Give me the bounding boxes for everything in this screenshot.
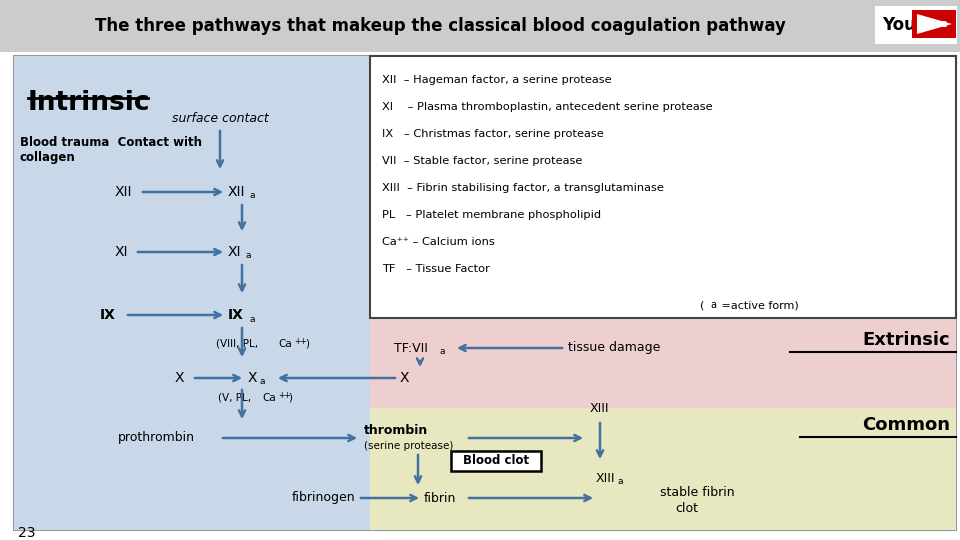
Text: The three pathways that makeup the classical blood coagulation pathway: The three pathways that makeup the class… — [95, 17, 785, 35]
Text: ++: ++ — [294, 336, 307, 346]
Text: XIII: XIII — [590, 402, 610, 415]
Bar — [14, 56, 604, 530]
Text: ): ) — [288, 393, 292, 403]
Text: stable fibrin: stable fibrin — [660, 485, 734, 498]
Text: =active form): =active form) — [718, 300, 799, 310]
Text: (serine protease): (serine protease) — [364, 441, 453, 451]
Text: TF   – Tissue Factor: TF – Tissue Factor — [382, 264, 490, 274]
Text: Ca⁺⁺ – Calcium ions: Ca⁺⁺ – Calcium ions — [382, 237, 494, 247]
Text: PL   – Platelet membrane phospholipid: PL – Platelet membrane phospholipid — [382, 210, 601, 220]
Text: surface contact: surface contact — [172, 111, 269, 125]
Text: thrombin: thrombin — [364, 423, 428, 436]
Polygon shape — [917, 14, 952, 34]
Text: Blood trauma  Contact with: Blood trauma Contact with — [20, 136, 202, 148]
Text: (V, PL,: (V, PL, — [218, 393, 252, 403]
Text: Intrinsic: Intrinsic — [28, 90, 151, 116]
Text: Tube: Tube — [919, 19, 948, 29]
Text: collagen: collagen — [20, 152, 76, 165]
Text: clot: clot — [675, 502, 698, 515]
Text: a: a — [246, 252, 252, 260]
Text: IX   – Christmas factor, serine protease: IX – Christmas factor, serine protease — [382, 129, 604, 139]
Bar — [370, 318, 956, 408]
Text: (VIII, PL,: (VIII, PL, — [216, 339, 258, 349]
Bar — [14, 56, 956, 530]
Text: XIII: XIII — [596, 471, 615, 484]
Text: XI    – Plasma thromboplastin, antecedent serine protease: XI – Plasma thromboplastin, antecedent s… — [382, 102, 712, 112]
Text: XI: XI — [228, 245, 242, 259]
Text: TF:VII: TF:VII — [394, 341, 428, 354]
Text: a: a — [440, 348, 445, 356]
Text: tissue damage: tissue damage — [568, 341, 660, 354]
Text: You: You — [882, 16, 916, 34]
Text: XII: XII — [115, 185, 132, 199]
Text: (: ( — [700, 300, 708, 310]
Text: Extrinsic: Extrinsic — [862, 331, 950, 349]
Bar — [370, 56, 956, 318]
Text: Blood clot: Blood clot — [463, 455, 529, 468]
Text: XII: XII — [228, 185, 246, 199]
Text: XIII  – Fibrin stabilising factor, a transglutaminase: XIII – Fibrin stabilising factor, a tran… — [382, 183, 664, 193]
Text: XII  – Hageman factor, a serine protease: XII – Hageman factor, a serine protease — [382, 75, 612, 85]
Text: ++: ++ — [278, 390, 291, 400]
Text: fibrinogen: fibrinogen — [292, 491, 355, 504]
Bar — [875, 6, 957, 44]
Bar — [370, 408, 956, 530]
Text: XI: XI — [115, 245, 129, 259]
Text: a: a — [618, 477, 623, 487]
Text: X: X — [248, 371, 257, 385]
Text: Common: Common — [862, 416, 950, 434]
Text: a: a — [259, 377, 265, 387]
Text: prothrombin: prothrombin — [118, 431, 195, 444]
Text: a: a — [250, 314, 255, 323]
FancyBboxPatch shape — [451, 451, 541, 471]
Text: X: X — [175, 371, 184, 385]
Text: fibrin: fibrin — [424, 491, 456, 504]
Text: IX: IX — [100, 308, 116, 322]
Text: IX: IX — [228, 308, 244, 322]
Text: Ca: Ca — [278, 339, 292, 349]
Text: X: X — [400, 371, 410, 385]
Text: 23: 23 — [18, 526, 36, 540]
Bar — [0, 0, 960, 52]
Text: a: a — [250, 192, 255, 200]
Text: Ca: Ca — [262, 393, 276, 403]
Text: VII  – Stable factor, serine protease: VII – Stable factor, serine protease — [382, 156, 583, 166]
Text: a: a — [710, 300, 716, 310]
Text: ): ) — [305, 339, 309, 349]
Bar — [912, 10, 956, 38]
